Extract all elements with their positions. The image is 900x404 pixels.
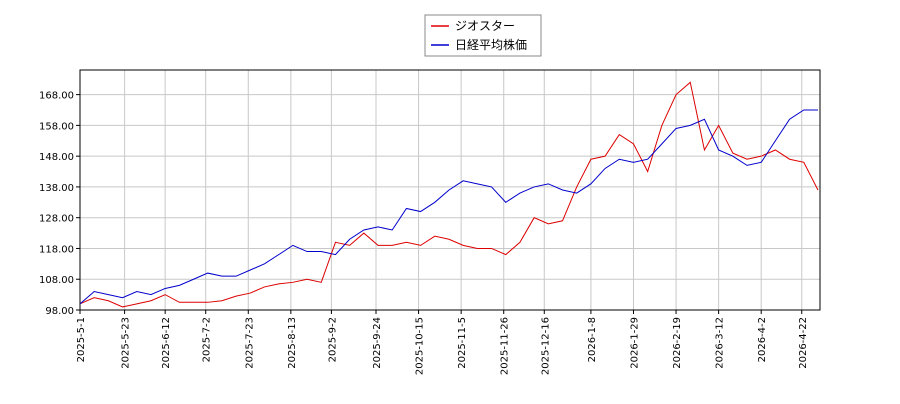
x-tick-label: 2025-7-2 — [202, 317, 213, 362]
x-tick-label: 2025-11-5 — [457, 317, 468, 369]
x-tick-label: 2026-3-12 — [715, 317, 726, 369]
x-tick-label: 2026-2-19 — [672, 317, 683, 369]
y-tick-label: 118.00 — [39, 244, 74, 255]
x-tick-label: 2025-12-16 — [540, 317, 551, 375]
legend-label: ジオスター — [455, 19, 515, 33]
x-tick-label: 2025-6-12 — [161, 317, 172, 369]
x-tick-label: 2025-11-26 — [500, 317, 511, 375]
y-tick-label: 98.00 — [45, 306, 74, 317]
legend-box — [424, 14, 542, 57]
y-tick-label: 158.00 — [39, 121, 74, 132]
x-tick-label: 2026-1-8 — [587, 317, 598, 362]
series-line — [79, 81, 819, 308]
legend-label: 日経平均株価 — [455, 37, 527, 52]
series-line — [79, 109, 818, 305]
x-tick-label: 2025-9-24 — [372, 317, 383, 369]
x-tick-label: 2025-5-23 — [121, 317, 132, 369]
y-tick-label: 138.00 — [39, 183, 74, 194]
x-tick-label: 2025-9-2 — [327, 317, 338, 362]
y-tick-label: 168.00 — [39, 91, 74, 102]
x-tick-label: 2025-7-23 — [244, 317, 255, 369]
x-tick-label: 2025-8-13 — [287, 317, 298, 369]
y-tick-label: 148.00 — [39, 152, 74, 163]
x-tick-label: 2025-10-15 — [415, 317, 426, 375]
x-tick-label: 2026-4-2 — [757, 317, 768, 362]
y-tick-label: 128.00 — [39, 214, 74, 225]
y-tick-label: 108.00 — [39, 275, 74, 286]
plot-frame — [79, 69, 821, 311]
x-tick-label: 2026-4-22 — [798, 317, 809, 369]
x-tick-label: 2025-5-1 — [76, 317, 87, 362]
x-tick-label: 2026-1-29 — [629, 317, 640, 369]
